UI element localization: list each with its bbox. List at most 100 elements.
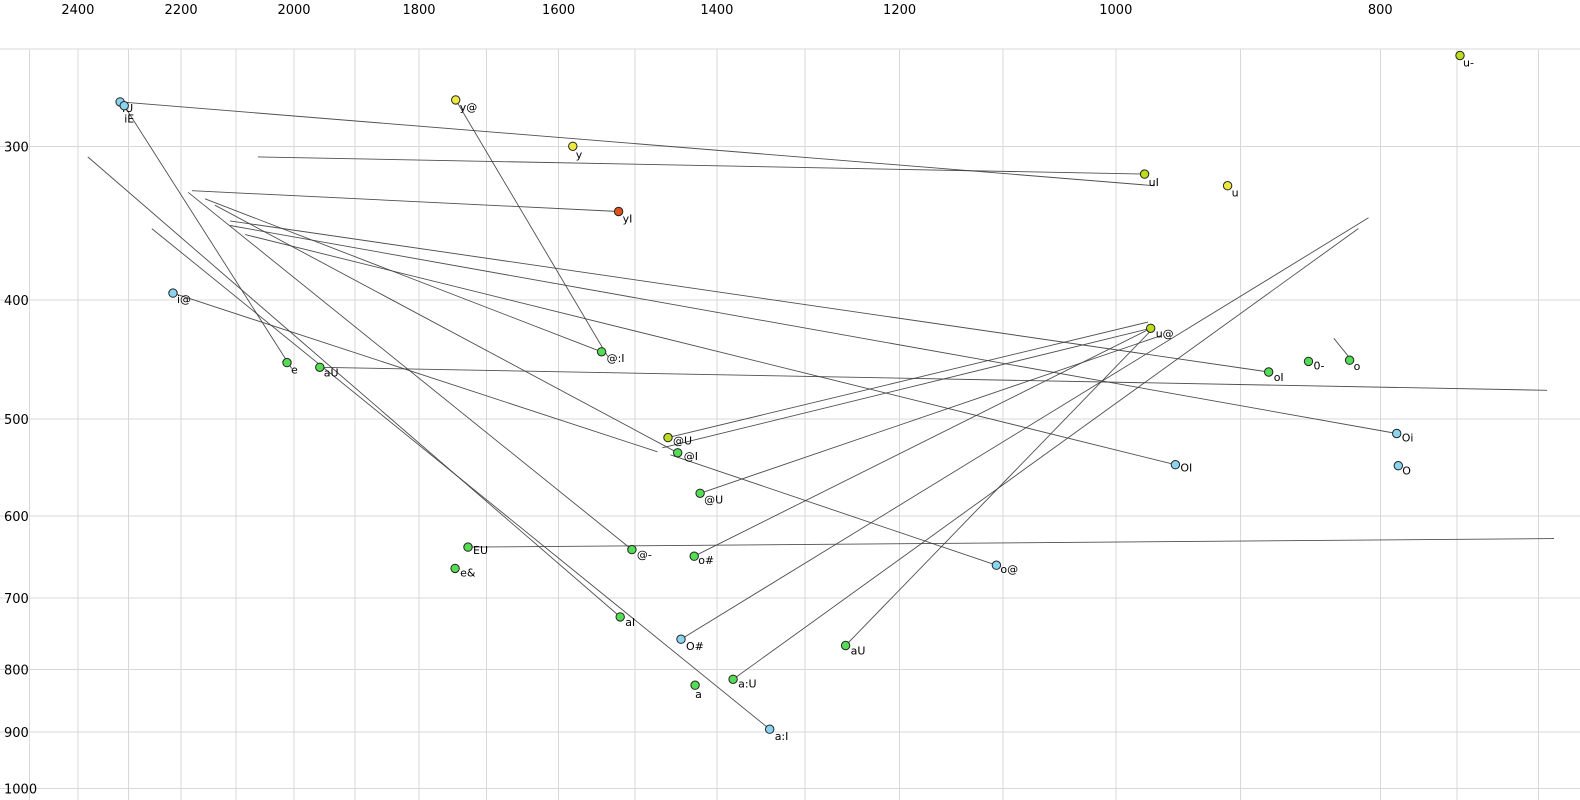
data-point[interactable] <box>840 640 851 651</box>
x-tick-label: 2400 <box>61 3 94 18</box>
data-point[interactable] <box>568 141 578 152</box>
trajectory-line <box>693 329 1149 557</box>
point-label: O <box>1402 465 1411 478</box>
point-label: a:U <box>738 677 757 690</box>
data-point[interactable] <box>596 347 607 357</box>
point-label: u <box>1232 187 1239 200</box>
point-label: aU <box>324 366 339 379</box>
data-point[interactable] <box>1344 355 1355 365</box>
data-point[interactable] <box>1455 50 1465 61</box>
trajectory-line <box>467 538 1555 548</box>
point-label: u- <box>1463 57 1474 70</box>
data-point[interactable] <box>728 674 738 684</box>
trajectory-line <box>1333 338 1350 359</box>
data-point[interactable] <box>690 680 700 690</box>
point-label: e& <box>460 566 476 579</box>
trajectory-line <box>123 105 293 369</box>
point-label: u@ <box>1156 327 1174 340</box>
data-point[interactable] <box>282 357 292 368</box>
data-point[interactable] <box>1146 323 1156 333</box>
trajectory-line <box>191 190 619 212</box>
point-label: aI <box>625 616 635 629</box>
point-label: yI <box>623 213 633 226</box>
data-point[interactable] <box>463 542 473 552</box>
trajectory-line <box>229 225 1397 434</box>
point-label: @U <box>673 435 692 448</box>
point-label: @:I <box>607 352 625 365</box>
x-tick-label: 1000 <box>1099 3 1132 18</box>
point-label: 0- <box>1314 359 1325 372</box>
point-label: iE <box>124 113 134 126</box>
trajectory-line <box>319 366 1548 391</box>
trajectory-line <box>120 101 1155 187</box>
x-tick-label: 1400 <box>700 3 733 18</box>
point-label: @- <box>637 549 652 562</box>
data-point[interactable] <box>1222 181 1233 191</box>
y-tick-label: 400 <box>4 294 29 309</box>
point-label: y@ <box>460 101 478 114</box>
trajectory-line <box>204 198 602 353</box>
trajectory-line <box>87 156 621 618</box>
y-tick-label: 700 <box>4 592 29 607</box>
data-point[interactable] <box>663 432 673 443</box>
trajectory-line <box>670 454 997 566</box>
data-point[interactable] <box>1170 460 1181 470</box>
y-tick-label: 800 <box>4 663 29 678</box>
y-tick-label: 600 <box>4 510 29 525</box>
point-label: OI <box>1180 462 1192 475</box>
point-label: y <box>576 148 583 161</box>
point-label: Oi <box>1402 432 1414 445</box>
trajectory-line <box>187 191 633 550</box>
trajectory-line <box>172 292 658 453</box>
data-point[interactable] <box>991 560 1002 570</box>
data-point[interactable] <box>1392 428 1402 439</box>
x-tick-label: 1800 <box>402 3 435 18</box>
data-point[interactable] <box>1139 169 1150 179</box>
x-tick-label: 1600 <box>542 3 575 18</box>
data-point[interactable] <box>315 362 325 372</box>
data-point[interactable] <box>1264 367 1274 377</box>
point-label: @I <box>684 450 698 463</box>
data-point[interactable] <box>695 488 705 498</box>
data-point[interactable] <box>689 551 699 561</box>
trajectory-line <box>151 228 770 730</box>
data-point[interactable] <box>627 544 637 555</box>
x-tick-label: 800 <box>1368 3 1393 18</box>
data-point[interactable] <box>673 448 683 458</box>
data-point[interactable] <box>1303 356 1314 367</box>
data-point[interactable] <box>168 288 178 298</box>
point-label: o@ <box>1000 563 1018 576</box>
trajectory-line <box>229 220 1269 373</box>
y-tick-label: 900 <box>4 726 29 741</box>
trajectory-line <box>662 327 1151 449</box>
trajectory-line <box>257 156 1145 175</box>
data-point[interactable] <box>765 724 775 734</box>
point-label: aU <box>851 645 866 658</box>
data-point[interactable] <box>451 95 461 105</box>
data-point[interactable] <box>1393 461 1404 471</box>
point-label: e <box>291 364 298 377</box>
y-tick-label: 500 <box>4 413 29 428</box>
trajectory-line <box>667 321 1149 439</box>
data-point[interactable] <box>615 612 625 622</box>
point-label: o# <box>698 554 714 567</box>
point-label: O# <box>686 640 704 653</box>
trajectory-line <box>245 234 1176 466</box>
data-point[interactable] <box>119 101 129 111</box>
trajectory-line <box>680 217 1369 640</box>
data-point[interactable] <box>450 563 460 574</box>
point-label: o <box>1354 360 1361 373</box>
data-point[interactable] <box>613 206 624 217</box>
point-label: @U <box>704 493 723 506</box>
point-label: i@ <box>177 293 191 306</box>
data-point[interactable] <box>676 634 686 644</box>
x-tick-label: 1200 <box>883 3 916 18</box>
point-label: a:I <box>775 730 789 743</box>
trajectory-line <box>732 228 1359 680</box>
trajectory-line <box>214 204 678 454</box>
point-label: a <box>695 688 702 701</box>
point-label: oI <box>1274 371 1284 384</box>
x-tick-label: 2000 <box>277 3 310 18</box>
